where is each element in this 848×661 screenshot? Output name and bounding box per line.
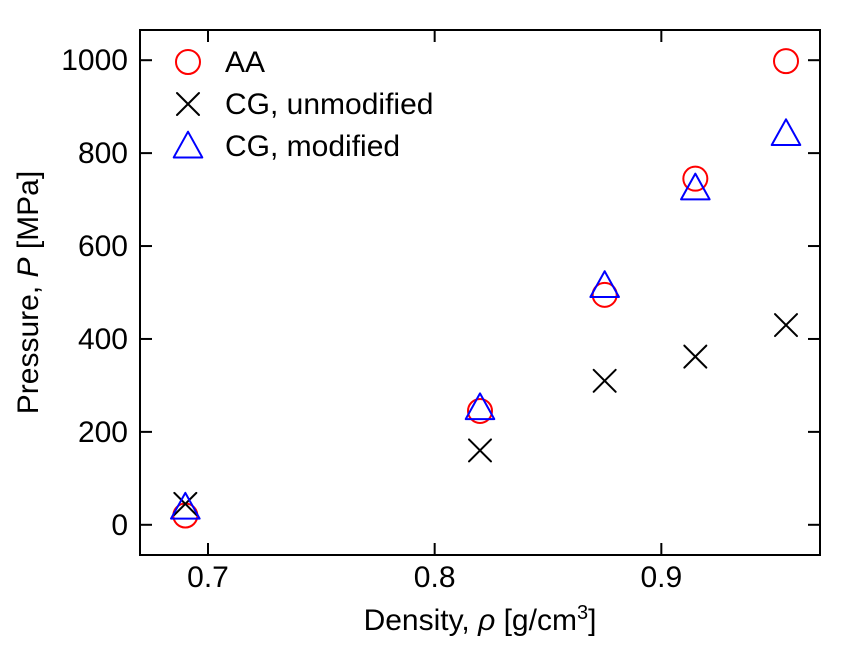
- ytick-label: 0: [111, 509, 128, 542]
- pressure-density-chart: 0.7 0.8 0.9 0 200 400 600 800 1000 Density, ρ [g/…: [0, 0, 848, 661]
- ytick-label: 1000: [61, 44, 128, 77]
- legend-label: CG, unmodified: [225, 88, 433, 121]
- ytick-label: 400: [78, 323, 128, 356]
- ytick-label: 800: [78, 137, 128, 170]
- legend-label: AA: [225, 46, 265, 79]
- legend-label: CG, modified: [225, 130, 400, 163]
- xtick-label: 0.7: [187, 561, 229, 594]
- x-axis-label: Density, ρ [g/cm3]: [364, 602, 597, 637]
- y-axis-label: Pressure, P [MPa]: [12, 171, 45, 414]
- ytick-label: 600: [78, 230, 128, 263]
- xtick-label: 0.9: [640, 561, 682, 594]
- ytick-label: 200: [78, 416, 128, 449]
- xtick-label: 0.8: [414, 561, 456, 594]
- chart-svg: 0.7 0.8 0.9 0 200 400 600 800 1000 Density, ρ [g/…: [0, 0, 848, 661]
